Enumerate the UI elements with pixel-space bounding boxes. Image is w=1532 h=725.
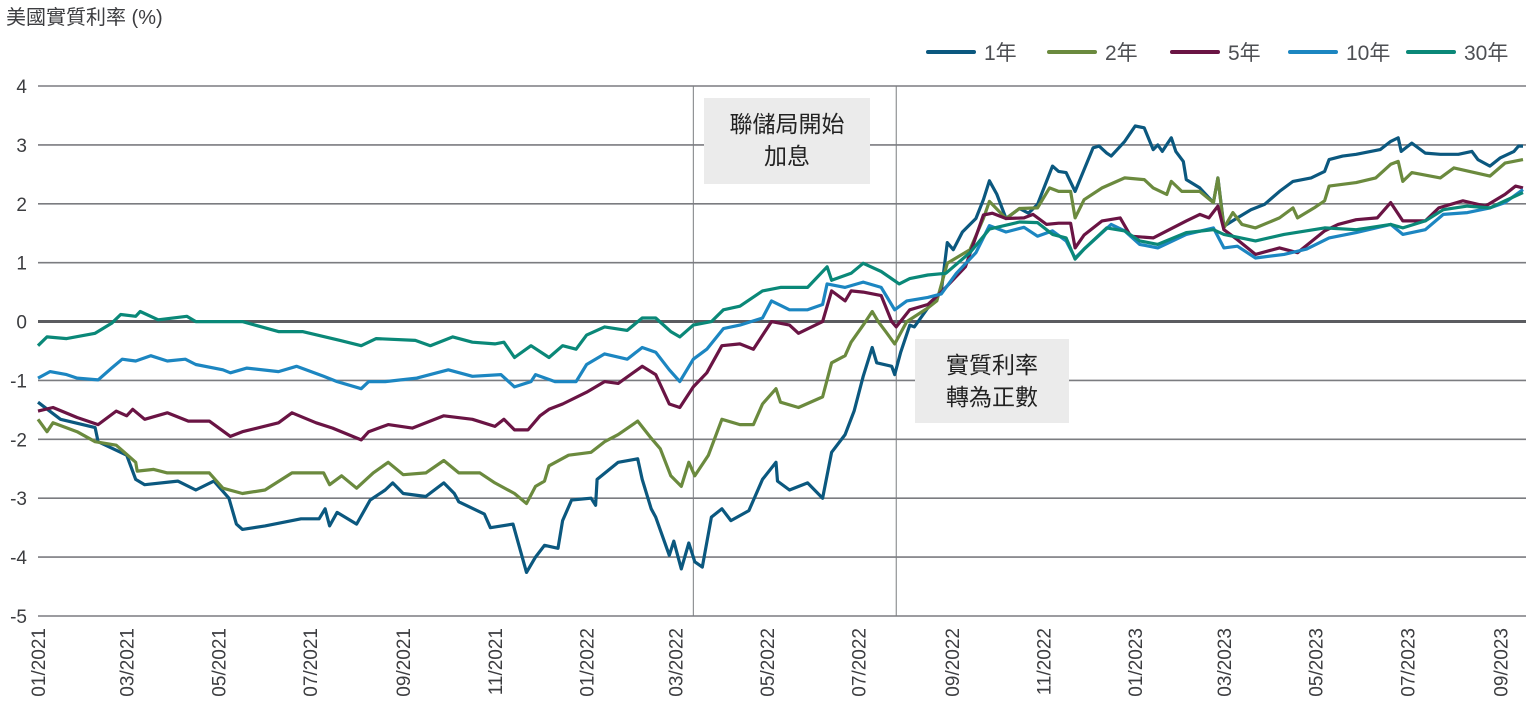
series-line-5年 <box>37 184 1524 442</box>
y-tick-label: -2 <box>10 430 27 451</box>
x-axis-ticks: 01/2021 03/2021 05/2021 07/2021 09/2021 11/20… <box>29 628 1512 697</box>
y-tick-label: -3 <box>10 489 27 510</box>
y-tick-label: -5 <box>10 607 27 628</box>
x-tick-label: 05/2022 <box>758 628 779 697</box>
y-tick-label: 2 <box>16 195 27 216</box>
annotation-text: 聯儲局開始 <box>730 111 845 137</box>
x-tick-label: 03/2022 <box>666 628 687 697</box>
legend-label: 5年 <box>1228 42 1261 65</box>
series-lines <box>36 124 1524 574</box>
y-tick-label: 1 <box>16 254 27 275</box>
gridlines <box>38 85 1526 617</box>
y-tick-label: 3 <box>16 136 27 157</box>
annotation-text: 轉為正數 <box>946 384 1038 410</box>
annotation-box <box>704 98 870 184</box>
y-tick-label: -4 <box>10 548 27 569</box>
x-tick-label: 01/2023 <box>1126 628 1147 697</box>
legend-label: 2年 <box>1105 42 1138 65</box>
legend: 1年 2年 5年 10年 30年 <box>926 42 1508 65</box>
x-tick-label: 01/2021 <box>29 628 50 697</box>
annotation-text: 加息 <box>764 143 810 169</box>
x-tick-label: 05/2023 <box>1307 628 1328 697</box>
chart-title: 美國實質利率 (%) <box>6 6 163 29</box>
x-tick-label: 09/2023 <box>1491 628 1512 697</box>
legend-label: 30年 <box>1464 42 1508 65</box>
x-tick-label: 07/2021 <box>301 628 322 697</box>
x-tick-label: 03/2023 <box>1215 628 1236 697</box>
x-tick-label: 01/2022 <box>578 628 599 697</box>
x-tick-label: 07/2022 <box>850 628 871 697</box>
series-line-2年 <box>36 158 1524 506</box>
annotation-box <box>915 339 1069 423</box>
series-line-30年 <box>36 191 1524 360</box>
x-tick-label: 09/2021 <box>394 628 415 697</box>
x-tick-label: 05/2021 <box>209 628 230 697</box>
legend-label: 10年 <box>1346 42 1390 65</box>
y-tick-label: 4 <box>16 77 27 98</box>
series-line-1年 <box>37 124 1523 574</box>
annotation-text: 實質利率 <box>946 352 1038 378</box>
x-tick-label: 11/2021 <box>486 628 507 695</box>
y-tick-label: -1 <box>10 371 27 392</box>
x-tick-label: 11/2022 <box>1035 628 1056 695</box>
y-axis-ticks: 4 3 2 1 0 -1 -2 -3 -4 -5 <box>10 77 27 628</box>
x-tick-label: 03/2021 <box>118 628 139 697</box>
legend-label: 1年 <box>984 42 1017 65</box>
x-tick-label: 09/2022 <box>943 628 964 697</box>
series-line-10年 <box>37 188 1524 391</box>
y-tick-label: 0 <box>16 313 27 334</box>
x-tick-label: 07/2023 <box>1398 628 1419 697</box>
